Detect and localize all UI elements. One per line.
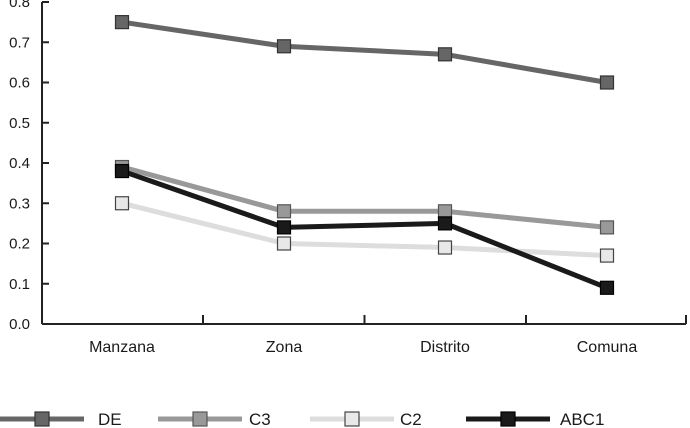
y-tick-label: 0.1 [9,276,30,293]
data-point-marker [437,204,453,219]
data-point-marker [276,236,292,251]
series-de [114,15,615,90]
y-tick-label: 0.3 [9,195,30,212]
y-tick-label: 0.4 [9,155,30,172]
x-tick-label: Comuna [577,339,638,356]
data-point-marker [276,220,292,235]
series-line [121,164,608,230]
legend-label: C3 [249,410,271,428]
data-point-marker [599,220,615,235]
data-point-marker [437,47,453,62]
data-point-marker [114,15,130,30]
legend-marker [500,411,516,427]
data-point-marker [599,75,615,90]
x-tick-label: Zona [266,339,303,356]
data-point-marker [276,204,292,219]
series-line [121,168,608,291]
legend-marker [34,411,50,427]
data-point-marker [437,240,453,255]
y-axis: 0.0 0.1 0.2 0.3 0.4 0.5 0.6 0.7 0.8 [9,0,49,333]
series-abc1 [114,163,615,295]
data-point-marker [276,39,292,54]
y-tick-label: 0.8 [9,0,30,11]
legend-item-c2: C2 [310,410,422,428]
series-line [121,200,608,259]
legend-item-c3: C3 [158,410,271,428]
y-tick-label: 0.7 [9,34,30,51]
legend: DE C3 C2 ABC1 [0,410,604,428]
y-tick-label: 0.6 [9,75,30,92]
data-point-marker [599,280,615,295]
series-line [121,19,608,85]
y-tick-label: 0.2 [9,236,30,253]
legend-label: DE [98,410,122,428]
x-axis: Manzana Zona Distrito Comuna [42,315,687,356]
data-point-marker [599,248,615,263]
y-tick-label: 0.5 [9,115,30,132]
legend-label: C2 [400,410,422,428]
data-point-marker [437,216,453,231]
legend-marker [192,411,208,427]
series-layer [114,15,615,295]
legend-item-de: DE [0,410,122,428]
y-tick-label: 0.0 [9,316,30,333]
legend-item-abc1: ABC1 [466,410,604,428]
x-tick-label: Distrito [420,339,470,356]
legend-marker [344,411,360,427]
legend-label: ABC1 [560,410,604,428]
data-point-marker [114,163,130,179]
x-tick-label: Manzana [89,339,155,356]
series-c2 [114,196,615,263]
data-point-marker [114,196,130,211]
